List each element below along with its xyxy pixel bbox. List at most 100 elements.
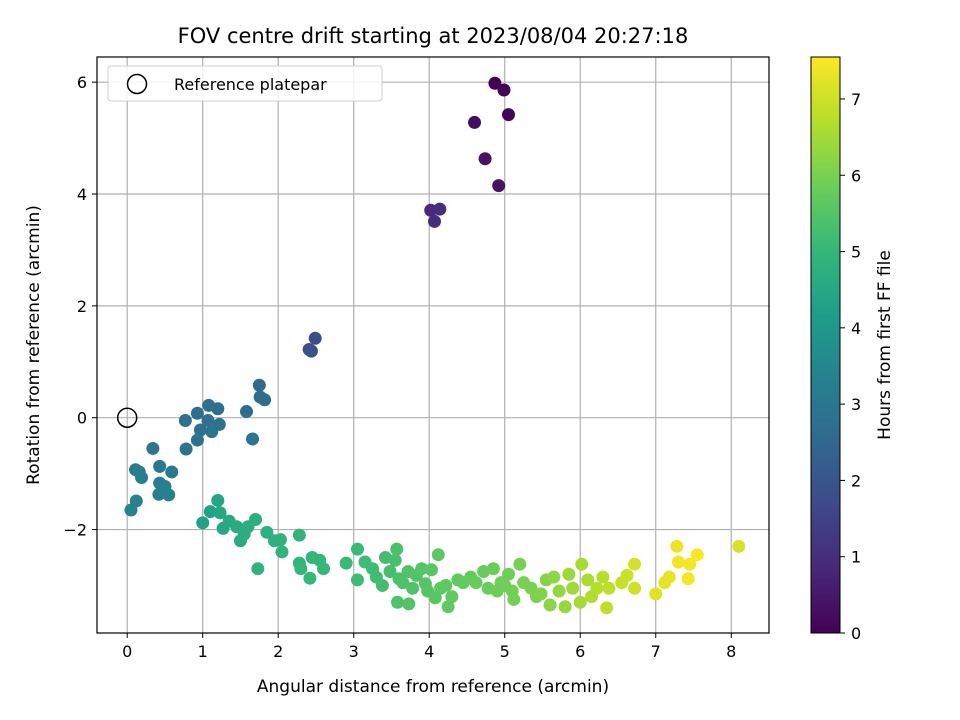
colorbar-bar [810, 56, 841, 634]
plot-frame [96, 56, 770, 634]
x-tick-label: 2 [273, 642, 283, 661]
colorbar-tick-label: 5 [851, 243, 861, 262]
y-tick-label: 2 [77, 297, 87, 316]
colorbar-ticks: 0 1 2 3 4 5 6 7 [840, 90, 861, 643]
data-point [690, 548, 704, 562]
data-point [178, 413, 192, 427]
data-point [534, 587, 548, 601]
colorbar-tick-label: 2 [851, 471, 861, 490]
data-point [249, 512, 263, 526]
data-point [478, 152, 492, 166]
data-point [628, 581, 642, 595]
colorbar-tick-label: 7 [851, 90, 861, 109]
data-point [488, 76, 502, 90]
colorbar-tick-label: 0 [851, 624, 861, 643]
data-point [662, 570, 676, 584]
data-point [211, 402, 225, 416]
data-point [620, 568, 634, 582]
data-point [562, 567, 576, 581]
data-point [252, 378, 266, 392]
data-point [602, 581, 616, 595]
x-tick-label: 0 [122, 642, 132, 661]
data-point [681, 572, 695, 586]
colorbar-tick-label: 4 [851, 319, 861, 338]
y-tick-label: 0 [77, 409, 87, 428]
data-point [683, 557, 697, 571]
data-point [439, 578, 453, 592]
data-point [190, 406, 204, 420]
data-point [275, 545, 289, 559]
data-point [201, 413, 215, 427]
data-point [424, 563, 438, 577]
data-point [165, 465, 179, 479]
colorbar-title: Hours from first FF file [875, 250, 895, 440]
chart-title: FOV centre drift starting at 2023/08/04 … [178, 24, 689, 48]
x-tick-label: 8 [726, 642, 736, 661]
data-point [428, 591, 442, 605]
data-point [205, 425, 219, 439]
reference-platepar-marker [116, 407, 138, 428]
data-point [383, 564, 397, 578]
data-point [240, 405, 254, 419]
scatter-points [116, 76, 746, 615]
colorbar: 0 1 2 3 4 5 6 7 Hours from first FF file [810, 56, 895, 643]
data-point [649, 587, 663, 601]
data-point [431, 548, 445, 562]
data-point [402, 597, 416, 611]
data-point [303, 571, 317, 585]
data-point [507, 592, 521, 606]
legend: Reference platepar [107, 65, 383, 102]
axis-ticks: 0 1 2 3 4 5 6 7 8 −2 0 2 4 6 [63, 73, 736, 661]
data-point [670, 539, 684, 553]
y-tick-label: 4 [77, 185, 87, 204]
data-point [378, 551, 392, 565]
legend-box [107, 65, 383, 102]
data-point [441, 600, 455, 614]
data-point [396, 576, 410, 590]
legend-marker-open-circle [126, 73, 148, 95]
data-point [492, 179, 506, 193]
data-point [179, 442, 193, 456]
legend-label-reference: Reference platepar [174, 75, 327, 94]
data-point [547, 570, 561, 584]
x-axis-title: Angular distance from reference (arcmin) [257, 677, 609, 697]
data-point [304, 344, 318, 358]
data-point [596, 570, 610, 584]
data-point [135, 471, 149, 485]
data-point [193, 423, 207, 437]
data-point [502, 108, 516, 122]
data-point [502, 567, 516, 581]
data-point [600, 601, 614, 615]
data-point [152, 487, 166, 501]
data-point [391, 595, 405, 609]
colorbar-tick-label: 1 [851, 548, 861, 567]
grid-lines [97, 57, 769, 633]
x-tick-label: 7 [651, 642, 661, 661]
data-point [190, 433, 204, 447]
data-point [388, 553, 402, 567]
data-point [146, 441, 160, 455]
data-point [445, 590, 459, 604]
data-point [671, 555, 685, 569]
data-point [513, 557, 527, 571]
colorbar-tick-label: 3 [851, 395, 861, 414]
data-point [273, 533, 287, 547]
data-point [375, 578, 389, 592]
x-tick-label: 4 [424, 642, 434, 661]
y-tick-label: −2 [63, 521, 87, 540]
x-tick-label: 1 [198, 642, 208, 661]
data-point [203, 505, 217, 519]
data-point [317, 562, 331, 576]
data-point [486, 562, 500, 576]
data-point [573, 595, 587, 609]
data-point [350, 573, 364, 587]
data-point [294, 562, 308, 576]
data-point [196, 516, 210, 530]
data-point [260, 525, 274, 539]
data-point [406, 581, 420, 595]
data-point [558, 600, 572, 614]
data-point [339, 556, 353, 570]
data-point [552, 584, 566, 598]
data-point [469, 576, 483, 590]
